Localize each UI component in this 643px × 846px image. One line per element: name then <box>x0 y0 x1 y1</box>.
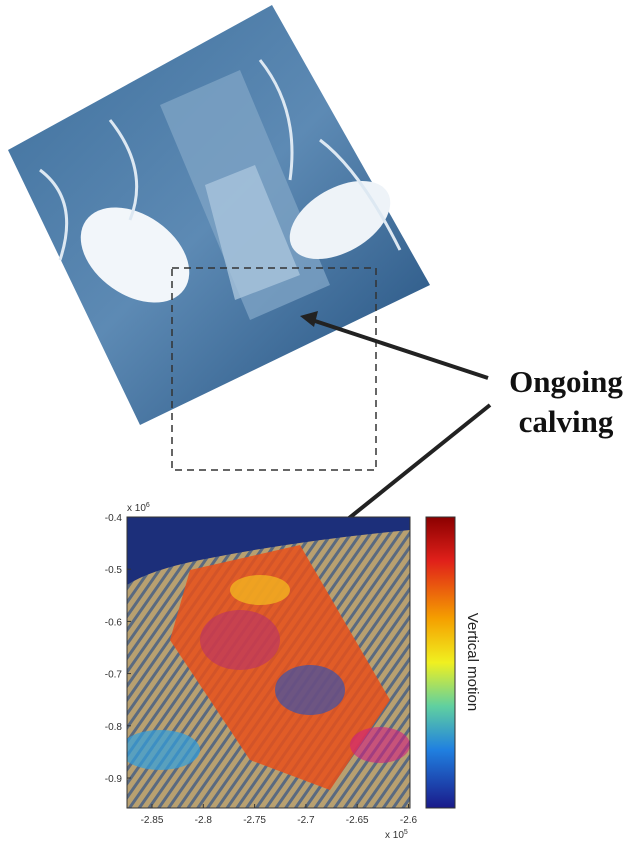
y-tick-label: -0.8 <box>105 722 123 733</box>
figure: Ongoing calving -0.4 -0.5 -0.6 -0.7 -0.8 -0.9… <box>0 0 643 846</box>
satellite-image <box>8 5 430 425</box>
x-tick-label: -2.8 <box>195 815 213 826</box>
x-tick-label: -2.85 <box>141 815 164 826</box>
y-tick-label: -0.9 <box>105 774 123 785</box>
x-tick-label: -2.6 <box>400 815 418 826</box>
y-tick-label: -0.7 <box>105 670 123 681</box>
x-tick-label: -2.7 <box>297 815 315 826</box>
x-tick-label: -2.65 <box>346 815 369 826</box>
y-tick-label: -0.6 <box>105 617 123 628</box>
axis-multiplier: x 105 <box>385 829 408 841</box>
colorbar-label: Vertical motion <box>464 613 481 711</box>
colorbar <box>426 517 455 808</box>
annotation-line: calving <box>519 404 614 439</box>
annotation-line: Ongoing <box>509 364 623 399</box>
page: Ongoing calving -0.4 -0.5 -0.6 -0.7 -0.8 -0.9… <box>0 0 643 846</box>
arrows <box>300 311 490 552</box>
y-tick-label: -0.5 <box>105 565 123 576</box>
axis-multiplier: x 106 <box>127 502 150 514</box>
x-tick-label: -2.75 <box>243 815 266 826</box>
y-tick-label: -0.4 <box>105 513 123 524</box>
interferogram-image <box>120 517 410 808</box>
